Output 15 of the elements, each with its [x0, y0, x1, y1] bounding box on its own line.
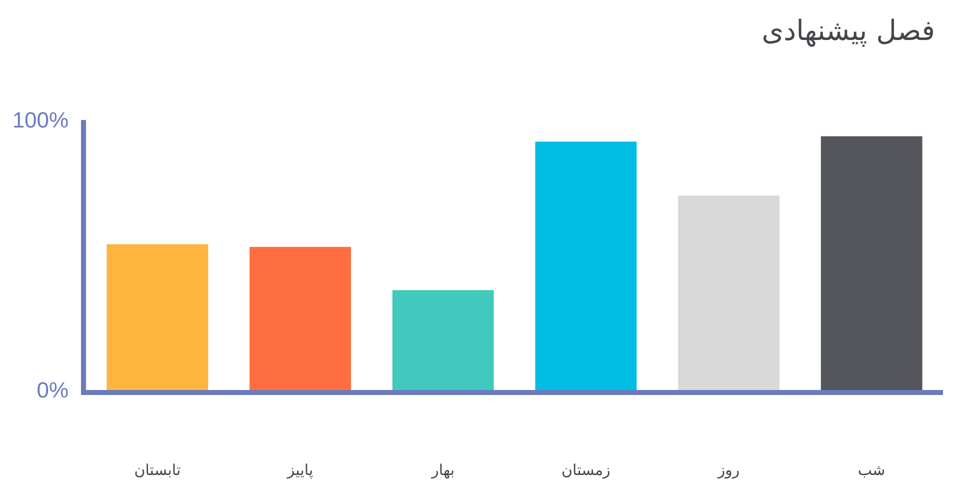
bar — [250, 246, 351, 390]
x-tick-label: بهار — [430, 461, 455, 479]
y-tick-label: 0% — [36, 378, 69, 403]
x-tick-label: زمستان — [562, 461, 610, 479]
bar — [678, 196, 780, 390]
y-tick-label: 100% — [12, 108, 69, 133]
bar — [392, 290, 494, 390]
bar — [820, 136, 922, 390]
bar — [106, 244, 208, 390]
x-tick-label: روز — [716, 461, 740, 479]
chart-title: فصل پیشنهادی — [762, 14, 935, 47]
x-tick-label: شب — [858, 461, 886, 479]
x-tick-label: پاییز — [286, 461, 314, 479]
x-tick-label: تابستان — [134, 461, 181, 479]
bar — [535, 142, 637, 390]
